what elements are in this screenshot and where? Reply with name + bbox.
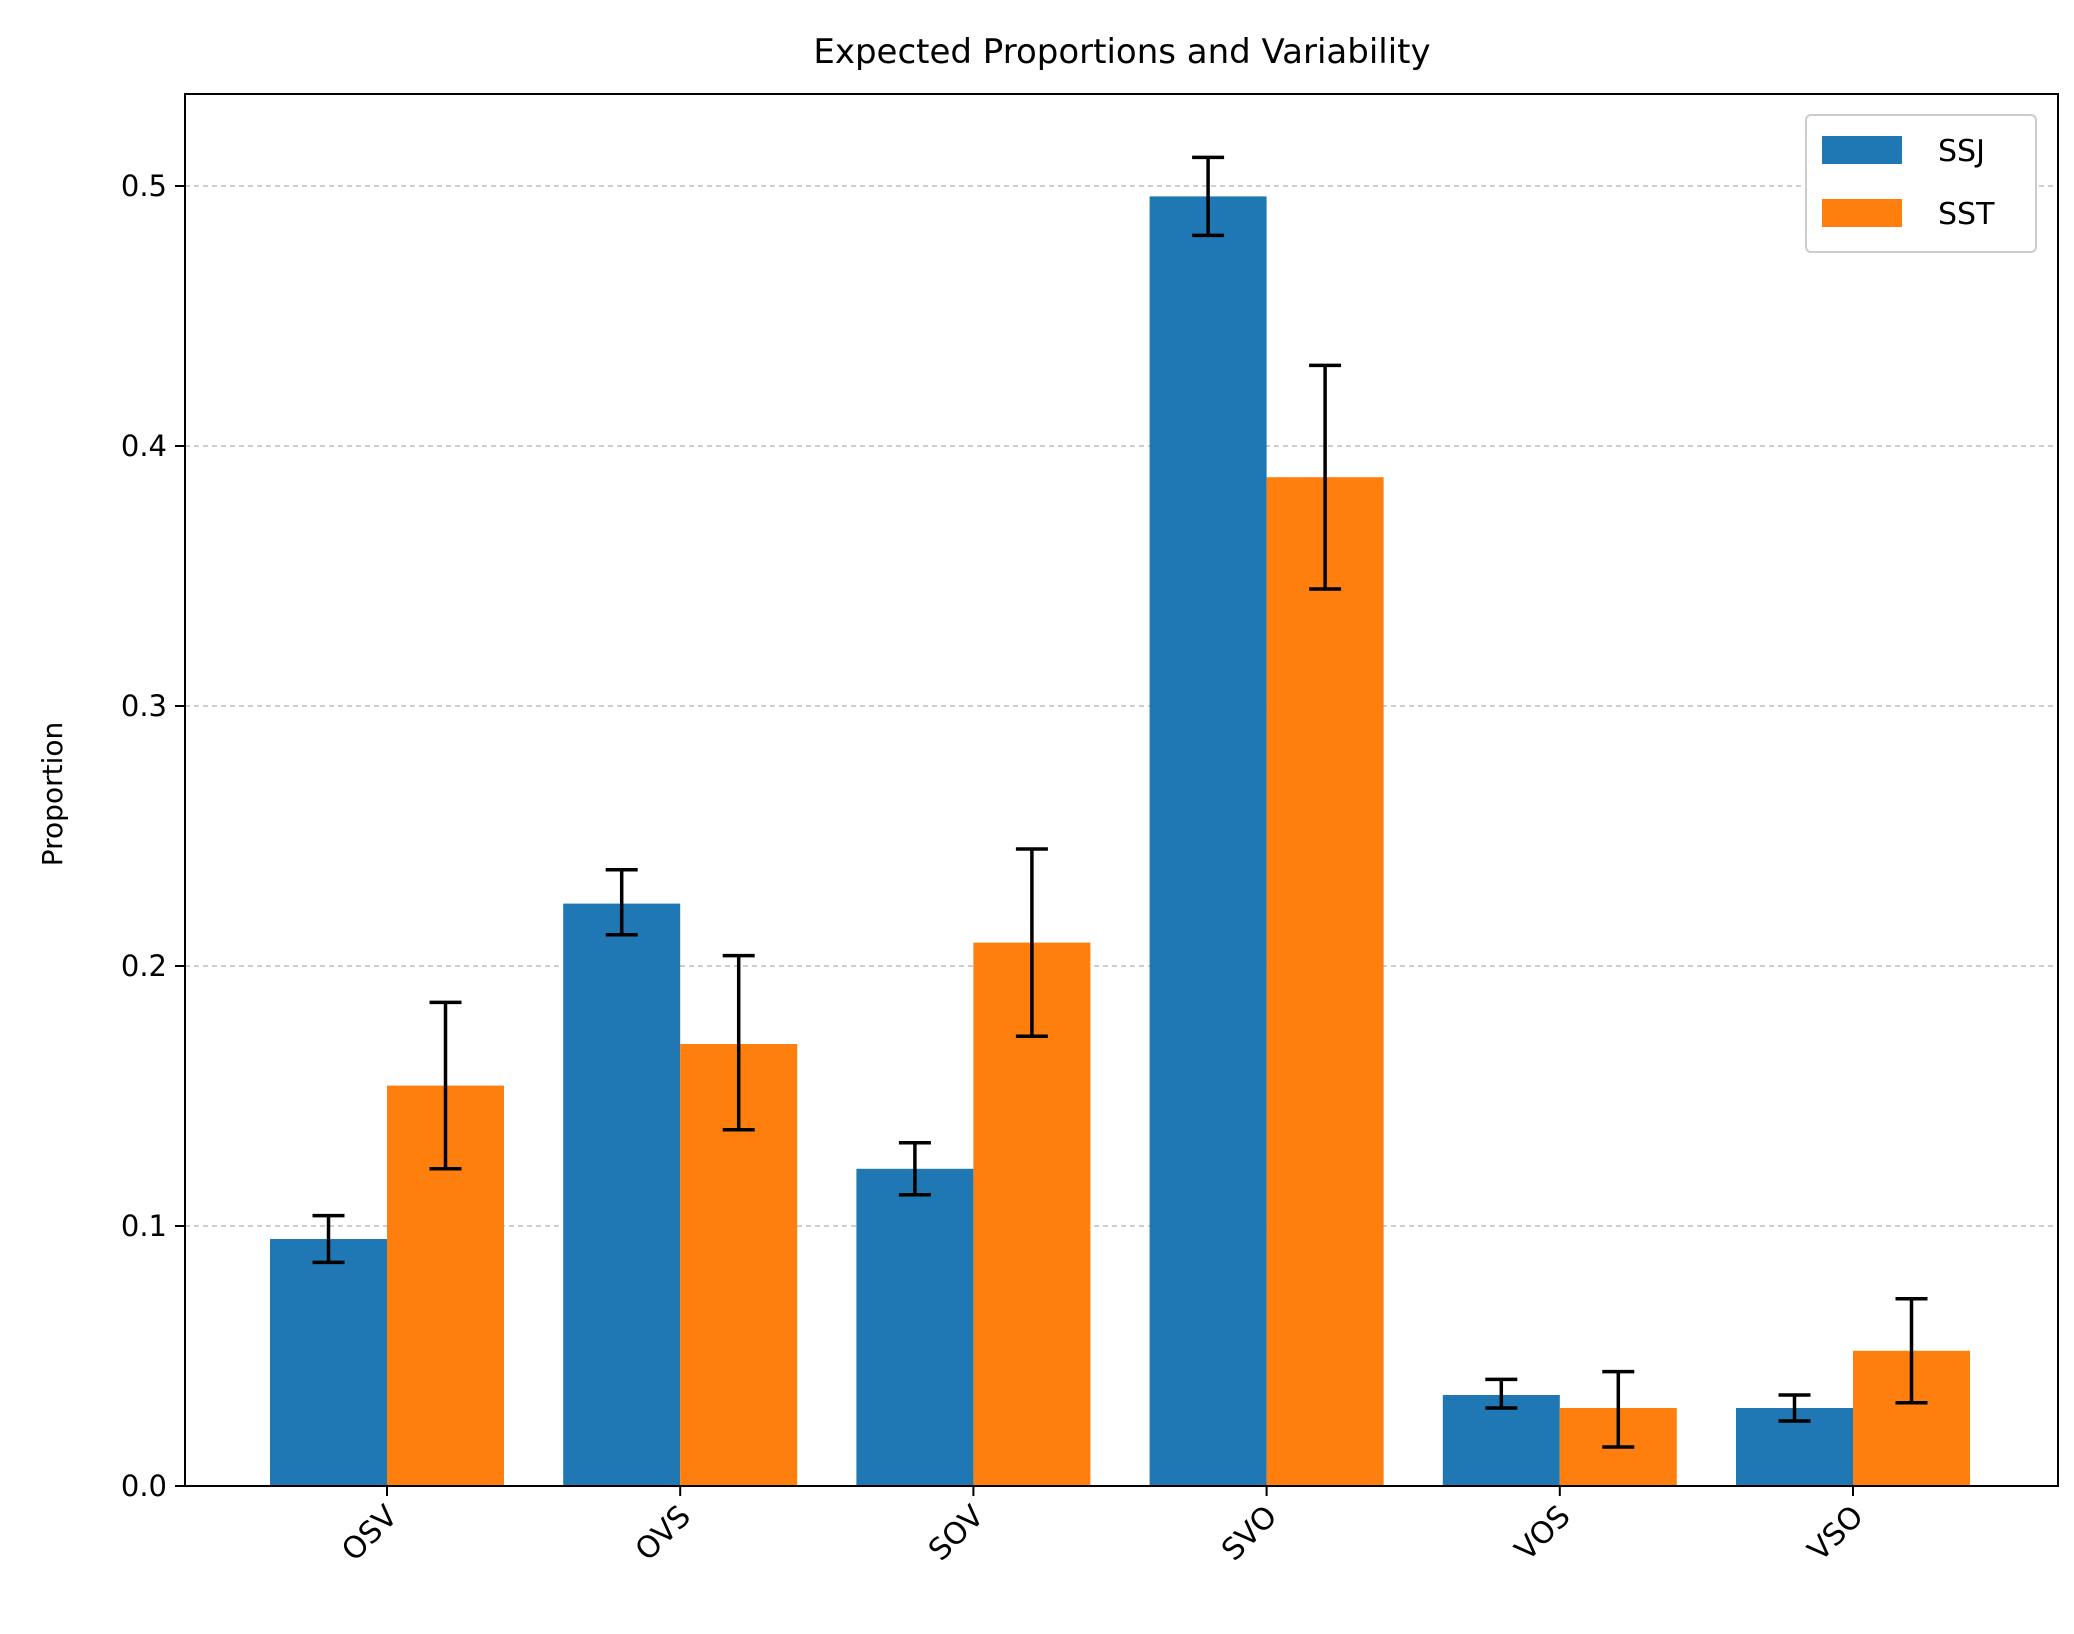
grid-lines bbox=[185, 185, 2058, 1227]
error-bar bbox=[429, 1000, 462, 1171]
y-tick-label: 0.3 bbox=[121, 689, 167, 723]
y-tick-label: 0.5 bbox=[121, 169, 167, 203]
error-bars bbox=[312, 155, 1928, 1449]
y-tick-label: 0.4 bbox=[121, 429, 167, 463]
error-bar bbox=[605, 868, 638, 937]
y-axis-label: Proportion bbox=[36, 722, 69, 866]
chart-title: Expected Proportions and Variability bbox=[813, 32, 1430, 72]
bar-ssj-osv bbox=[270, 1239, 387, 1486]
x-tick-label: SVO bbox=[1215, 1499, 1284, 1568]
error-bar bbox=[722, 953, 755, 1132]
legend-frame bbox=[1805, 114, 2037, 253]
bar-ssj-ovs bbox=[563, 903, 681, 1486]
y-axis-ticks: 0.0 0.1 0.2 0.3 0.4 0.5 bbox=[121, 169, 185, 1503]
x-tick-label: OSV bbox=[335, 1499, 405, 1569]
legend-label-sst: SST bbox=[1938, 197, 1995, 232]
error-bar bbox=[1602, 1369, 1635, 1449]
y-tick-label: 0.2 bbox=[121, 949, 167, 983]
legend: SSJ SST bbox=[1805, 114, 2037, 253]
bar-ssj-sov bbox=[856, 1168, 974, 1486]
bar-ssj-svo bbox=[1149, 196, 1267, 1486]
x-tick-label: VOS bbox=[1508, 1499, 1577, 1568]
error-bar bbox=[1895, 1297, 1928, 1405]
error-bar bbox=[1309, 363, 1342, 591]
error-bar bbox=[1778, 1393, 1811, 1423]
legend-swatch-ssj bbox=[1822, 136, 1902, 164]
error-bar bbox=[1485, 1377, 1518, 1410]
x-tick-label: OVS bbox=[629, 1499, 698, 1568]
bar-ssj-vos bbox=[1442, 1395, 1560, 1486]
error-bar bbox=[312, 1213, 345, 1265]
error-bar bbox=[898, 1141, 931, 1197]
y-tick-label: 0.1 bbox=[121, 1209, 167, 1243]
plot-frame bbox=[184, 93, 2059, 1487]
y-tick-label: 0.0 bbox=[121, 1469, 167, 1503]
x-tick-label: SOV bbox=[922, 1499, 991, 1568]
bar-sst-svo bbox=[1266, 477, 1384, 1486]
legend-label-ssj: SSJ bbox=[1938, 134, 1985, 169]
legend-swatch-sst bbox=[1822, 199, 1902, 227]
error-bar bbox=[1192, 155, 1225, 238]
x-axis-ticks: OSV OVS SOV SVO VOS VSO bbox=[335, 1486, 1871, 1569]
x-tick-label: VSO bbox=[1801, 1499, 1870, 1568]
bars bbox=[270, 196, 1970, 1486]
error-bar bbox=[1015, 847, 1048, 1038]
